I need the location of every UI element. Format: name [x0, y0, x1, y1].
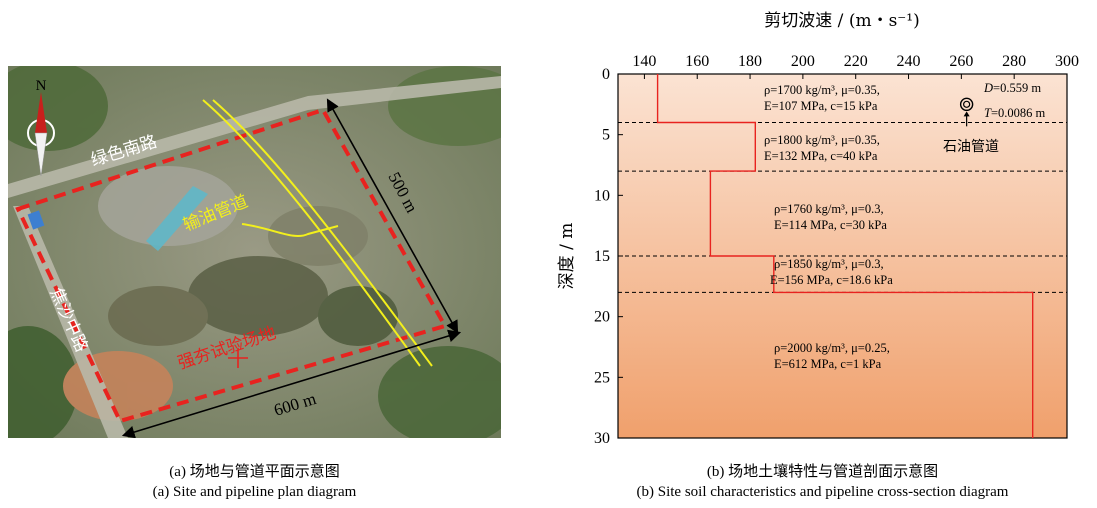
- x-tick-label: 140: [632, 53, 656, 70]
- caption-b-cn: (b) 场地土壤特性与管道剖面示意图: [706, 464, 939, 480]
- pipe-label: 石油管道: [943, 139, 999, 155]
- layer-1-props-line1: ρ=1700 kg/m³, μ=0.35,: [764, 83, 880, 97]
- north-label: N: [36, 78, 47, 94]
- y-axis-title: 深度 / m: [557, 223, 577, 290]
- x-tick-label: 180: [738, 53, 762, 70]
- site-plan-panel: N 绿色南路 焦沙中路 输油管道 强夯试验场地 500 m 600 m: [0, 61, 528, 446]
- y-tick-label: 15: [594, 248, 610, 265]
- layer-2-props-line2: E=132 MPa, c=40 kPa: [764, 149, 878, 163]
- pipe-cross-section-icon: [959, 97, 974, 112]
- pipe-diameter-symbol: D: [983, 81, 993, 95]
- x-tick-label: 260: [949, 53, 973, 70]
- soil-profile-panel: 140 160 180 200 220 240 260 280 300 0 5 10 15 20 25 30…: [548, 0, 1097, 460]
- y-tick-label: 0: [602, 66, 610, 83]
- shear-wave-velocity-line: [656, 74, 1034, 438]
- x-tick-label: 300: [1055, 53, 1079, 70]
- layer-5-props-line2: E=612 MPa, c=1 kPa: [774, 357, 882, 371]
- site-boundary: [15, 107, 448, 424]
- y-tick-label: 10: [594, 187, 610, 204]
- soil-profile-chart: 140 160 180 200 220 240 260 280 300 0 5 10 15 20 25 30…: [557, 11, 1079, 447]
- north-arrow-icon: N: [27, 78, 55, 177]
- pipe-pointer-arrowhead: [963, 111, 970, 117]
- pipe-diameter-text: D=0.559 m: [983, 81, 1041, 95]
- dimension-arrow-600m: [121, 329, 462, 439]
- site-plan-map: N 绿色南路 焦沙中路 输油管道 强夯试验场地 500 m 600 m: [0, 61, 528, 446]
- y-tick-label: 20: [594, 309, 610, 326]
- x-tick-label: 240: [897, 53, 921, 70]
- site-center-marker: [228, 348, 248, 368]
- pipe-thickness-value: =0.0086 m: [991, 106, 1046, 120]
- layer-3-props-line1: ρ=1760 kg/m³, μ=0.3,: [774, 202, 884, 216]
- layer-4-props-line1: ρ=1850 kg/m³, μ=0.3,: [774, 257, 884, 271]
- x-tick-label: 160: [685, 53, 709, 70]
- y-tick-label: 25: [594, 369, 610, 386]
- caption-a-en: (a) Site and pipeline plan diagram: [152, 484, 357, 500]
- layer-4-props-line2: E=156 MPa, c=18.6 kPa: [770, 273, 893, 287]
- caption-b-en: (b) Site soil characteristics and pipeli…: [636, 484, 1009, 500]
- layer-1-props-line2: E=107 MPa, c=15 kPa: [764, 99, 878, 113]
- pipe-diameter-value: =0.559 m: [993, 81, 1041, 95]
- layer-2-props-line1: ρ=1800 kg/m³, μ=0.35,: [764, 133, 880, 147]
- layer-3-props-line2: E=114 MPa, c=30 kPa: [774, 218, 887, 232]
- dimension-arrow-500m: [326, 98, 459, 334]
- layer-5-props-line1: ρ=2000 kg/m³, μ=0.25,: [774, 341, 890, 355]
- y-tick-label: 5: [602, 127, 610, 144]
- x-tick-label: 280: [1002, 53, 1026, 70]
- y-tick-label: 30: [594, 430, 610, 447]
- caption-a-cn: (a) 场地与管道平面示意图: [169, 464, 340, 480]
- pipe-thickness-text: T=0.0086 m: [984, 106, 1046, 120]
- x-tick-label: 220: [844, 53, 868, 70]
- x-axis-title: 剪切波速 / (m・s⁻¹): [764, 11, 919, 31]
- pipe-thickness-symbol: T: [984, 106, 992, 120]
- layer-annotations: ρ=1700 kg/m³, μ=0.35, E=107 MPa, c=15 kP…: [764, 83, 893, 371]
- x-tick-label: 200: [791, 53, 815, 70]
